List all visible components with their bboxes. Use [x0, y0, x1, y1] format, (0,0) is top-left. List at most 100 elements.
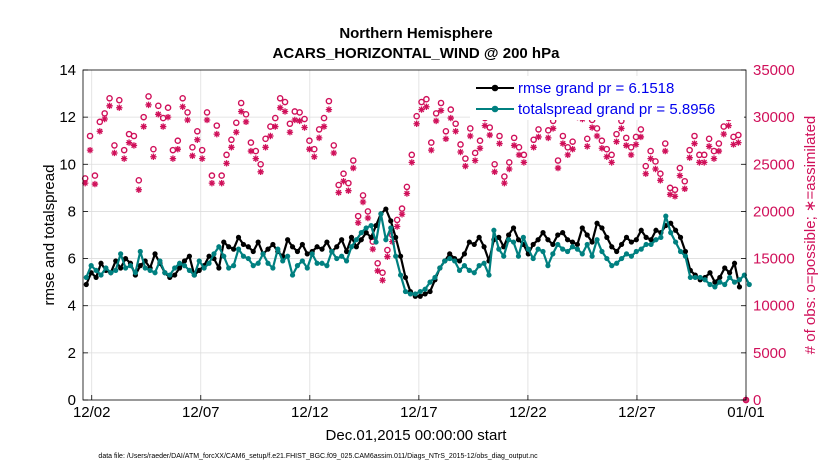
rmse-point	[623, 234, 630, 240]
totalspread-point	[707, 281, 713, 288]
rmse-point	[319, 246, 325, 252]
legend-spread-marker	[491, 105, 499, 113]
obs-possible-marker	[106, 94, 113, 102]
totalspread-point	[697, 274, 703, 281]
totalspread-point	[118, 251, 124, 257]
rmse-point	[285, 237, 291, 243]
obs-possible-marker	[242, 111, 250, 118]
obs-assimilated-marker	[340, 178, 347, 185]
obs-assimilated-marker	[588, 124, 596, 131]
obs-possible-marker	[315, 126, 323, 133]
totalspread-point	[113, 267, 119, 273]
obs-assimilated-marker	[403, 190, 411, 197]
totalspread-point	[648, 241, 654, 248]
totalspread-point	[226, 265, 232, 271]
obs-assimilated-marker	[515, 151, 523, 159]
obs-possible-marker	[257, 160, 264, 168]
obs-assimilated-marker	[613, 138, 620, 145]
totalspread-point	[609, 263, 615, 269]
totalspread-point	[727, 274, 733, 281]
obs-assimilated-marker	[233, 129, 240, 136]
obs-assimilated-marker	[662, 147, 669, 155]
obs-assimilated-marker	[130, 142, 138, 149]
obs-assimilated-marker	[637, 133, 645, 141]
totalspread-point	[476, 263, 482, 269]
rmse-point	[476, 234, 482, 240]
obs-possible-marker	[159, 114, 167, 122]
obs-assimilated-marker	[452, 128, 459, 135]
rmse-point	[334, 244, 340, 250]
totalspread-point	[191, 272, 197, 278]
totalspread-point	[668, 230, 674, 236]
obs-assimilated-marker	[593, 132, 601, 140]
y-tick-label-left: 6	[68, 251, 76, 268]
totalspread-point	[589, 253, 595, 259]
totalspread-point	[122, 265, 129, 271]
rmse-point	[618, 241, 625, 248]
rmse-point	[353, 244, 359, 250]
obs-assimilated-marker	[608, 159, 615, 166]
obs-possible-marker	[661, 140, 669, 147]
obs-assimilated-marker	[252, 155, 259, 162]
obs-assimilated-marker	[106, 102, 113, 110]
obs-assimilated-marker	[442, 135, 450, 143]
totalspread-point	[481, 260, 487, 266]
obs-possible-marker	[111, 142, 118, 149]
rmse-point	[393, 234, 399, 240]
rmse-point	[560, 230, 566, 236]
x-tick-label: 12/27	[618, 404, 656, 421]
rmse-point	[727, 270, 733, 276]
obs-possible-marker	[349, 157, 357, 164]
obs-possible-marker	[393, 216, 401, 224]
totalspread-point	[245, 255, 251, 262]
rmse-point	[245, 244, 251, 250]
obs-possible-marker	[247, 139, 255, 146]
y-tick-label-right: 30000	[753, 109, 795, 126]
obs-possible-marker	[720, 123, 728, 130]
obs-assimilated-marker	[603, 153, 610, 160]
totalspread-point	[324, 263, 330, 269]
obs-possible-marker	[276, 94, 284, 102]
rmse-point	[339, 237, 345, 243]
totalspread-point	[496, 246, 502, 252]
obs-possible-marker	[452, 120, 459, 128]
obs-possible-marker	[271, 114, 279, 122]
totalspread-point	[461, 263, 468, 269]
rmse-point	[569, 239, 576, 245]
rmse-point	[515, 237, 522, 243]
data-file-footnote: data file: /Users/raeder/DAI/ATM_forcXX/…	[98, 453, 538, 460]
obs-possible-marker	[154, 102, 162, 110]
totalspread-point	[402, 288, 409, 295]
y-tick-label-right: 5000	[753, 345, 786, 362]
totalspread-point	[280, 258, 286, 264]
totalspread-point	[677, 248, 684, 255]
obs-assimilated-marker	[520, 159, 528, 166]
obs-assimilated-marker	[584, 143, 591, 150]
rmse-point	[648, 237, 654, 243]
legend-spread-label: totalspread grand pr = 5.8956	[518, 101, 715, 118]
obs-possible-marker	[676, 164, 684, 172]
rmse-point	[633, 237, 639, 243]
obs-assimilated-marker	[652, 165, 659, 173]
obs-possible-marker	[559, 132, 567, 140]
obs-possible-marker	[554, 157, 562, 164]
rmse-point	[545, 237, 551, 243]
totalspread-point	[412, 291, 418, 297]
totalspread-point	[594, 237, 600, 243]
rmse-point	[289, 244, 296, 250]
totalspread-point	[368, 222, 374, 229]
obs-possible-marker	[603, 145, 611, 153]
obs-possible-marker	[213, 122, 221, 129]
obs-possible-marker	[91, 172, 99, 179]
obs-assimilated-marker	[198, 155, 206, 162]
obs-possible-marker	[530, 136, 537, 144]
totalspread-point	[235, 246, 242, 252]
totalspread-point	[574, 246, 580, 252]
obs-possible-marker	[671, 186, 679, 194]
rmse-point	[299, 241, 305, 248]
obs-possible-marker	[715, 140, 723, 147]
obs-assimilated-marker	[471, 157, 479, 164]
totalspread-point	[618, 255, 625, 262]
obs-assimilated-marker	[496, 140, 503, 147]
y-tick-label-right: 20000	[753, 203, 795, 220]
